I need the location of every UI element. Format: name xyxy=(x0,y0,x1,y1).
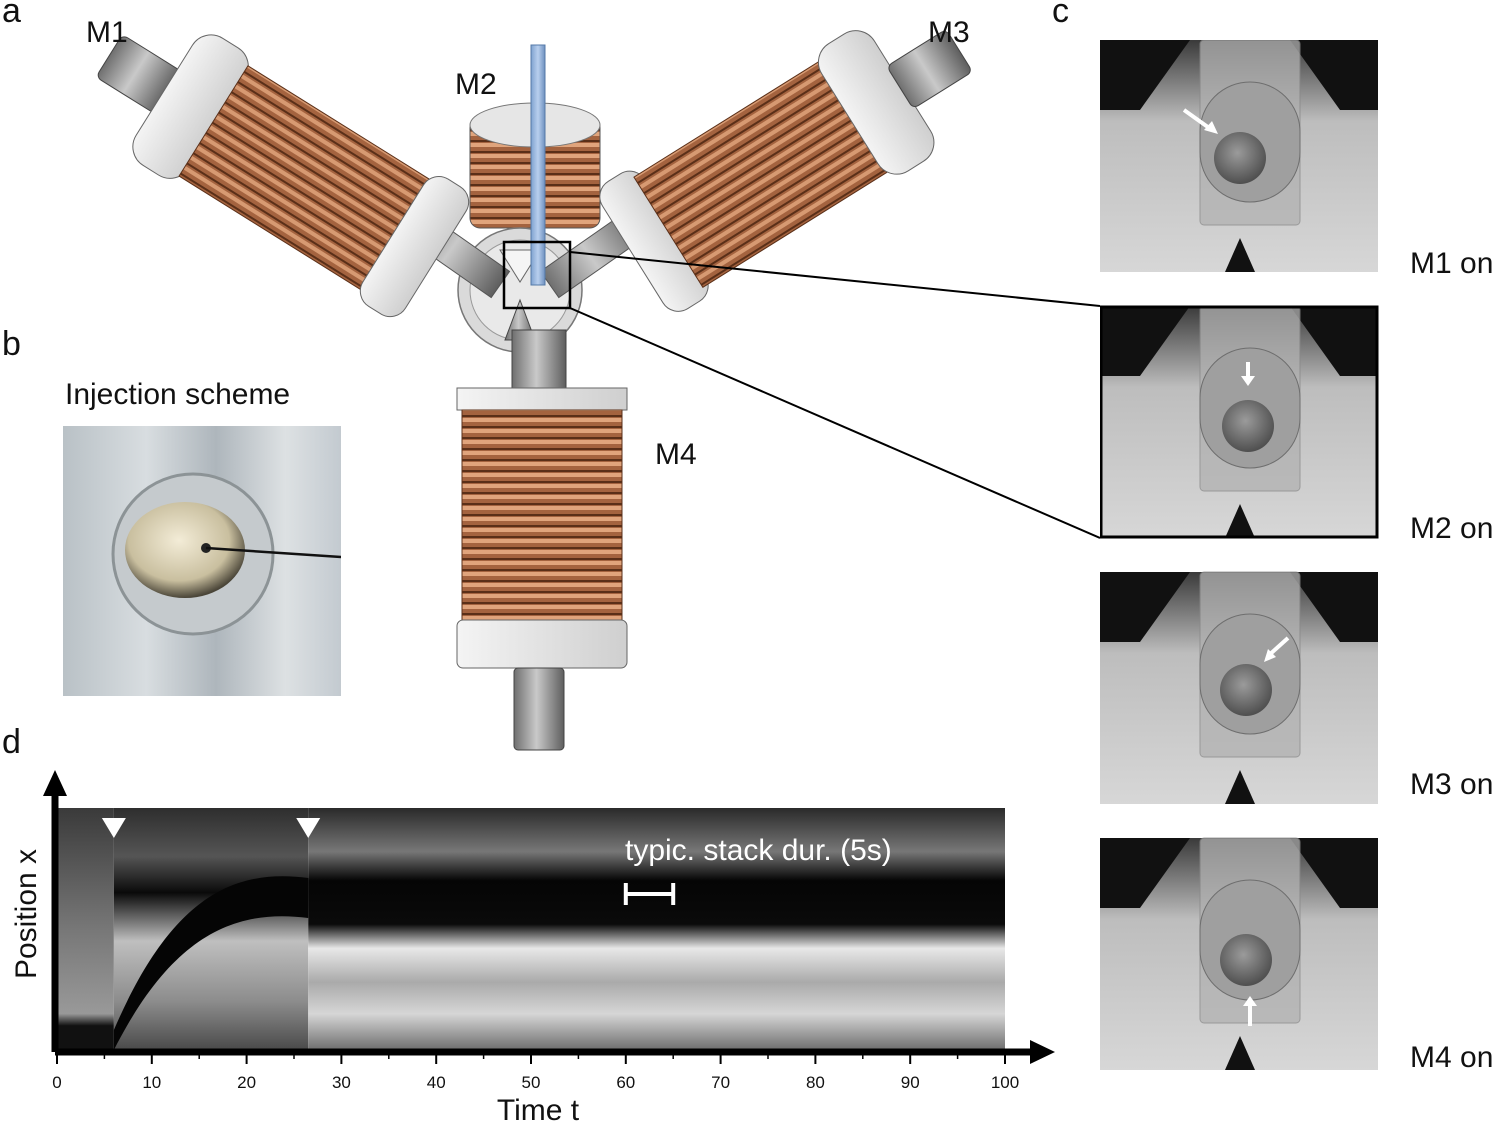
annotation-stack-duration: typic. stack dur. (5s) xyxy=(625,834,892,867)
m4-coil-assembly xyxy=(456,329,628,751)
x-tick-label: 70 xyxy=(711,1073,730,1092)
caption-m1-on: M1 on xyxy=(1410,247,1494,280)
kymo-transition-band xyxy=(113,876,309,1050)
x-axis-arrow xyxy=(1030,1040,1055,1064)
caption-m4-on: M4 on xyxy=(1410,1041,1494,1074)
y-axis-arrow xyxy=(43,770,67,796)
injection-scheme-title: Injection scheme xyxy=(65,378,291,411)
x-tick-label: 100 xyxy=(991,1073,1019,1092)
x-tick-label: 50 xyxy=(522,1073,541,1092)
panel-a-letter: a xyxy=(2,0,21,30)
x-tick-label: 60 xyxy=(616,1073,635,1092)
label-m3: M3 xyxy=(928,16,970,49)
frame-m1-on xyxy=(1100,40,1378,272)
x-tick-label: 10 xyxy=(142,1073,161,1092)
frame-m4-on xyxy=(1100,837,1378,1070)
panel-d-letter: d xyxy=(2,723,21,761)
x-tick-label: 0 xyxy=(52,1073,61,1092)
x-axis-label: Time t xyxy=(497,1094,580,1124)
kymograph-chart: 0 10 20 30 40 50 60 70 80 90 100 typic. stack dur.… xyxy=(10,770,1055,1124)
frame-m3-on xyxy=(1100,571,1378,804)
frame-m2-on xyxy=(1100,305,1379,539)
x-tick-label: 90 xyxy=(901,1073,920,1092)
caption-m3-on: M3 on xyxy=(1410,768,1494,801)
m3-coil-assembly xyxy=(599,30,971,312)
event-marker-triangle xyxy=(101,818,126,838)
label-m4: M4 xyxy=(655,438,697,471)
caption-m2-on: M2 on xyxy=(1410,512,1494,545)
label-m2: M2 xyxy=(455,68,497,101)
panel-b-letter: b xyxy=(2,325,21,363)
x-tick-label: 80 xyxy=(806,1073,825,1092)
kymo-region-post xyxy=(308,808,1006,1050)
microscope-frames xyxy=(1100,40,1379,1070)
x-tick-label: 30 xyxy=(332,1073,351,1092)
zoom-line-top xyxy=(569,251,1100,307)
kymo-region-pre xyxy=(57,808,114,1050)
y-axis-label: Position x xyxy=(10,849,43,979)
label-m1: M1 xyxy=(86,16,128,49)
injection-photo xyxy=(63,426,341,696)
x-tick-label: 20 xyxy=(237,1073,256,1092)
zoom-line-bottom xyxy=(569,307,1100,539)
event-marker-triangle xyxy=(296,818,321,838)
injection-capillary xyxy=(530,44,546,286)
m1-coil-assembly xyxy=(97,34,470,318)
x-tick-label: 40 xyxy=(427,1073,446,1092)
panel-c-letter: c xyxy=(1052,0,1069,30)
magnet-apparatus-illustration xyxy=(97,30,1100,751)
zoom-box xyxy=(502,240,572,310)
